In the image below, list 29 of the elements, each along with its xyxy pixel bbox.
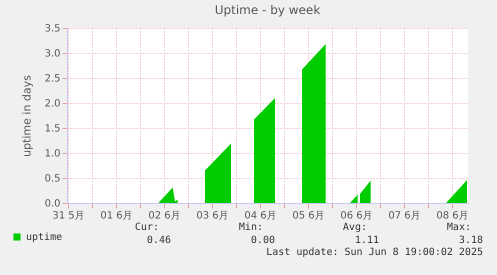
text: Min: [238,222,263,233]
chart-title: Uptime - by week [214,3,320,17]
legend-label: uptime [26,232,62,243]
text: Max: [446,222,471,233]
x-tick-label: 01 6月 [100,210,133,222]
y-tick-label: 3.5 [44,24,60,34]
x-tick-label: 31 5月 [52,210,85,222]
x-tick-label: 02 6月 [148,210,181,222]
y-tick-label: 2.0 [44,98,60,110]
x-tick-label: 08 6月 [436,210,469,222]
text: Last update: Sun Jun 8 19:00:02 2025 [266,247,483,258]
x-tick-label: 07 6月 [388,210,421,222]
y-tick-label: 0.0 [44,198,60,210]
text: 1.11 [354,235,379,246]
text: 0.00 [250,235,275,246]
x-tick-label: 05 6月 [292,210,325,222]
y-tick-label: 2.5 [44,74,60,84]
text: Cur: [134,222,159,233]
x-tick-label: 03 6月 [196,210,229,222]
text: 3.18 [458,235,483,246]
y-tick-label: 1.0 [44,148,60,160]
x-tick-label: 06 6月 [340,210,373,222]
text: Avg: [342,222,367,233]
y-tick-label: 0.5 [44,174,60,184]
text: 0.46 [146,235,171,246]
x-tick-label: 04 6月 [244,210,277,222]
y-tick-label: 1.5 [44,124,60,134]
y-tick-label: 3.0 [44,48,60,60]
y-axis-title: uptime in days [20,74,34,157]
